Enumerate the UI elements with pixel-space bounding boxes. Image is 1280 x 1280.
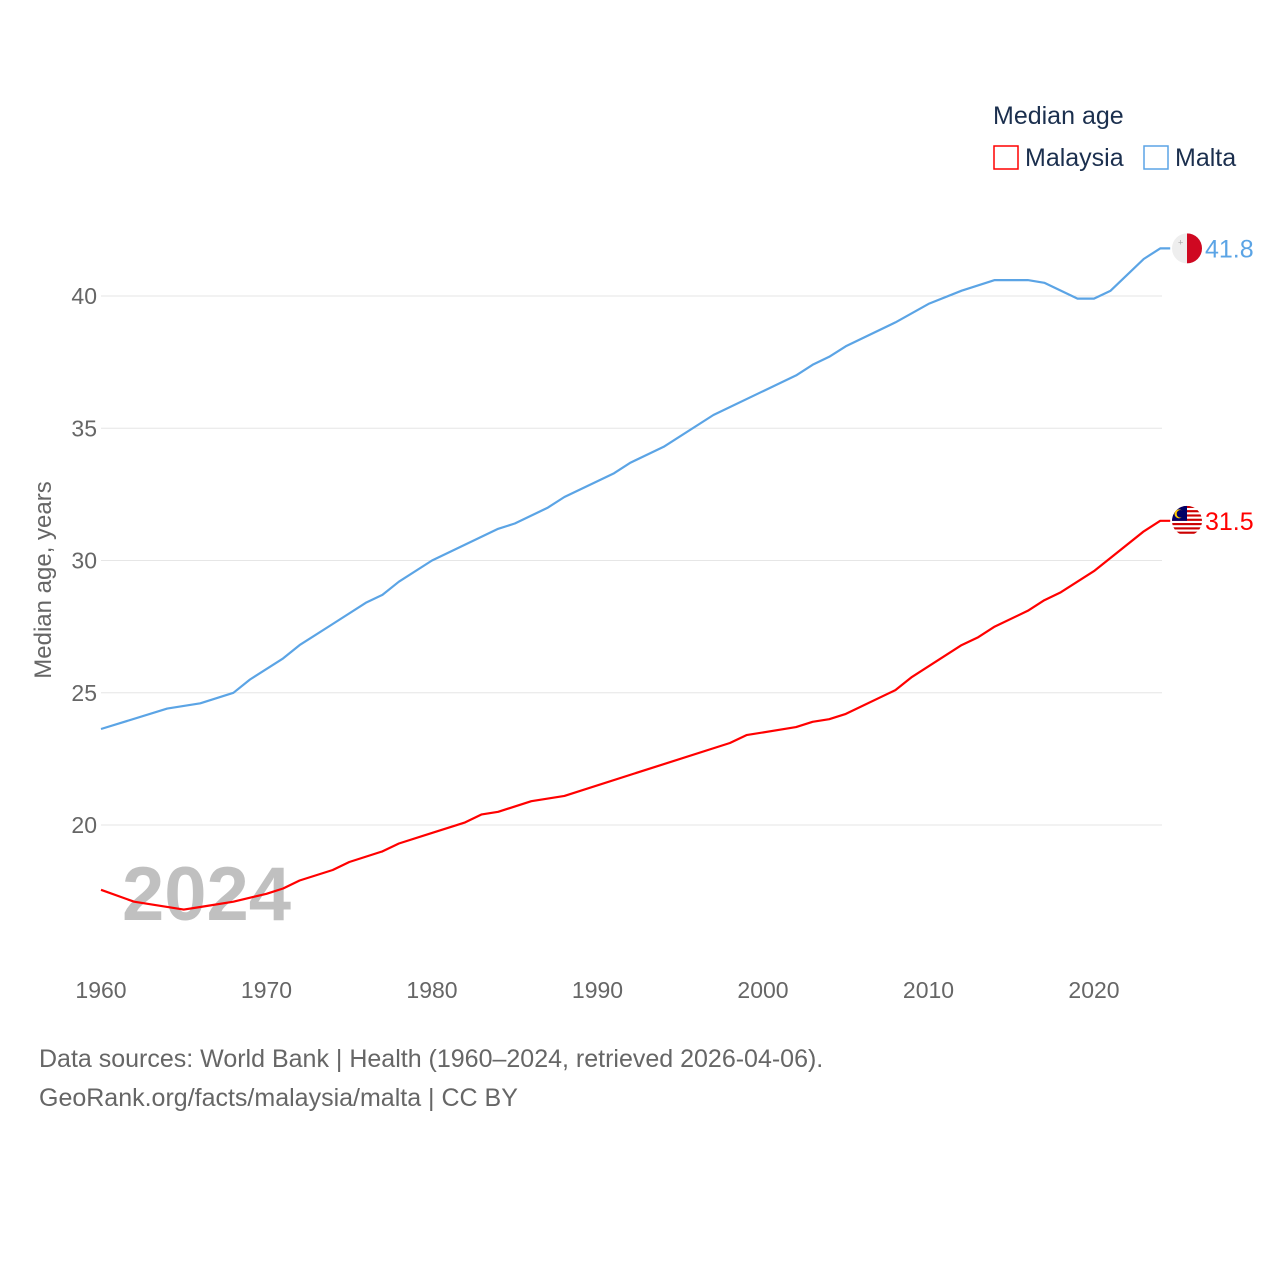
series-line-malaysia (100, 519, 1171, 911)
y-tick-label: 25 (71, 680, 97, 706)
legend-label-malta: Malta (1175, 144, 1236, 172)
x-tick-label: 1960 (75, 977, 126, 1003)
credit-link[interactable]: GeoRank.org/facts/malaysia/malta | CC BY (39, 1084, 518, 1112)
svg-text:+: + (1178, 237, 1183, 247)
y-tick-label: 35 (71, 415, 97, 441)
legend-item-malta[interactable]: Malta (1143, 144, 1236, 172)
y-tick-label: 40 (71, 283, 97, 309)
x-tick-label: 1990 (572, 977, 623, 1003)
end-label-malaysia: 31.5 (1205, 508, 1254, 536)
x-tick-label: 1970 (241, 977, 292, 1003)
y-tick-label: 30 (71, 548, 97, 574)
data-sources: Data sources: World Bank | Health (1960–… (39, 1045, 824, 1073)
x-tick-label: 1980 (406, 977, 457, 1003)
legend-swatch-malta (1143, 145, 1169, 170)
malaysia-flag-icon (1172, 505, 1202, 536)
x-tick-label: 2010 (903, 977, 954, 1003)
legend-swatch-malaysia (993, 145, 1019, 170)
x-tick-label: 2000 (737, 977, 788, 1003)
series-line-malta (100, 247, 1171, 731)
legend-label-malaysia: Malaysia (1025, 144, 1124, 172)
end-label-malta: 41.8 (1205, 235, 1254, 263)
y-axis-label: Median age, years (30, 481, 57, 678)
malta-flag-icon: + (1172, 233, 1202, 264)
legend-title: Median age (993, 102, 1124, 130)
x-tick-label: 2020 (1068, 977, 1119, 1003)
y-tick-label: 20 (71, 812, 97, 838)
legend-item-malaysia[interactable]: Malaysia (993, 144, 1124, 172)
